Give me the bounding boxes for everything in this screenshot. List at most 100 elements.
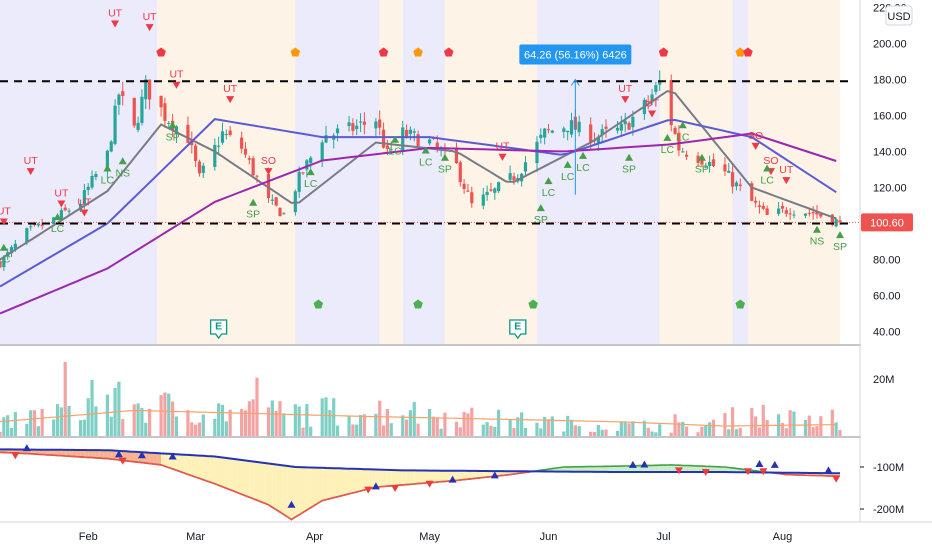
candle-body [489, 189, 493, 191]
flow-fill [444, 470, 449, 482]
flow-tick-label: -100M [873, 462, 904, 474]
flow-fill [425, 470, 430, 483]
volume-bar [78, 420, 83, 436]
signal-down-arrow-icon [621, 96, 630, 104]
candle-body [381, 129, 386, 148]
flow-fill [49, 449, 54, 456]
flow-fill [303, 467, 307, 513]
flow-up-marker-icon [22, 444, 31, 452]
flow-fill [636, 465, 641, 473]
pentagon-marker-icon [290, 47, 301, 57]
flow-fill [134, 451, 139, 463]
volume-bar [631, 421, 635, 436]
candle-body [757, 205, 762, 207]
candle-body [117, 94, 121, 105]
candle-body [677, 132, 681, 151]
flow-fill [256, 462, 261, 502]
candle-body [378, 119, 382, 128]
flow-fill [326, 467, 330, 500]
candle-body [754, 200, 758, 203]
signal-up-arrow-icon [421, 146, 430, 154]
candle-body [324, 135, 328, 143]
volume-bar [36, 426, 40, 436]
candle-body [358, 121, 363, 123]
candle-body [623, 120, 627, 125]
candle-body [270, 199, 274, 201]
flow-fill [391, 470, 396, 486]
signal-up-arrow-icon [249, 198, 258, 206]
candle-body [738, 184, 742, 187]
candle-body [32, 224, 37, 226]
volume-bar [0, 431, 2, 436]
signal-label: LC [760, 175, 774, 187]
flow-fill [210, 456, 215, 484]
flow-up-marker-icon [371, 482, 380, 490]
candle-body [566, 130, 570, 133]
reference-lines [0, 80, 860, 225]
candle-body [282, 213, 286, 215]
volume-bar [454, 421, 459, 436]
volume-bar [589, 431, 593, 436]
candle-body [362, 121, 366, 125]
candle-body [305, 160, 309, 170]
flow-fill [698, 465, 702, 473]
volume-bar [240, 408, 244, 436]
flow-fill [690, 465, 695, 473]
flow-fill [176, 454, 181, 472]
candle-body [427, 139, 432, 144]
volume-bar [489, 425, 493, 436]
volume-bar [40, 409, 44, 436]
signal-down-arrow-icon [26, 168, 35, 176]
flow-fill [456, 470, 461, 481]
currency-badge [885, 5, 913, 26]
flow-fill [42, 449, 47, 455]
flow-fill [76, 449, 81, 457]
flow-fill [613, 466, 618, 473]
candle-body [654, 85, 658, 92]
candle-body [523, 162, 528, 172]
candle-body [36, 223, 40, 226]
flow-fill [571, 466, 576, 472]
volume-bar [174, 416, 179, 436]
flow-fill [655, 465, 660, 473]
pentagon-marker-icon [743, 47, 753, 57]
flow-up-marker-icon [628, 460, 637, 468]
time-tick-label: Jun [540, 531, 558, 543]
flow-fill [475, 470, 480, 479]
candle-body [220, 131, 225, 143]
volume-bar [416, 423, 420, 436]
candle-body [301, 172, 305, 174]
candle-body [604, 126, 608, 129]
volume-bar [834, 422, 838, 436]
grid [0, 0, 932, 522]
flow-fill [724, 467, 729, 473]
candle-body [734, 182, 739, 187]
flow-fill [164, 453, 169, 468]
flow-fill [130, 451, 135, 462]
signal-up-arrow-icon [697, 153, 706, 161]
time-tick-label: Jul [657, 531, 671, 543]
candle-body [335, 128, 340, 134]
time-tick-label: May [419, 531, 440, 543]
volume-bar [811, 427, 815, 436]
flow-fill [218, 457, 223, 487]
candle-body [320, 142, 324, 162]
flow-down-marker-icon [759, 468, 768, 476]
signal-up-arrow-icon [440, 153, 449, 161]
price-tick-label: 40.00 [873, 327, 901, 339]
volume-bar [707, 422, 712, 436]
candle-body [600, 129, 604, 136]
candle-body [389, 149, 393, 151]
flow-fill [414, 470, 419, 484]
current-price-tag [861, 213, 913, 232]
flow-fill [46, 449, 50, 455]
currency-label: USD [887, 11, 910, 23]
signal-label: UT [54, 188, 69, 200]
candle-body [562, 128, 566, 132]
flow-fill [441, 470, 445, 482]
candle-body [132, 97, 136, 126]
volume-ma-line [0, 409, 837, 427]
candle-body [711, 159, 716, 167]
